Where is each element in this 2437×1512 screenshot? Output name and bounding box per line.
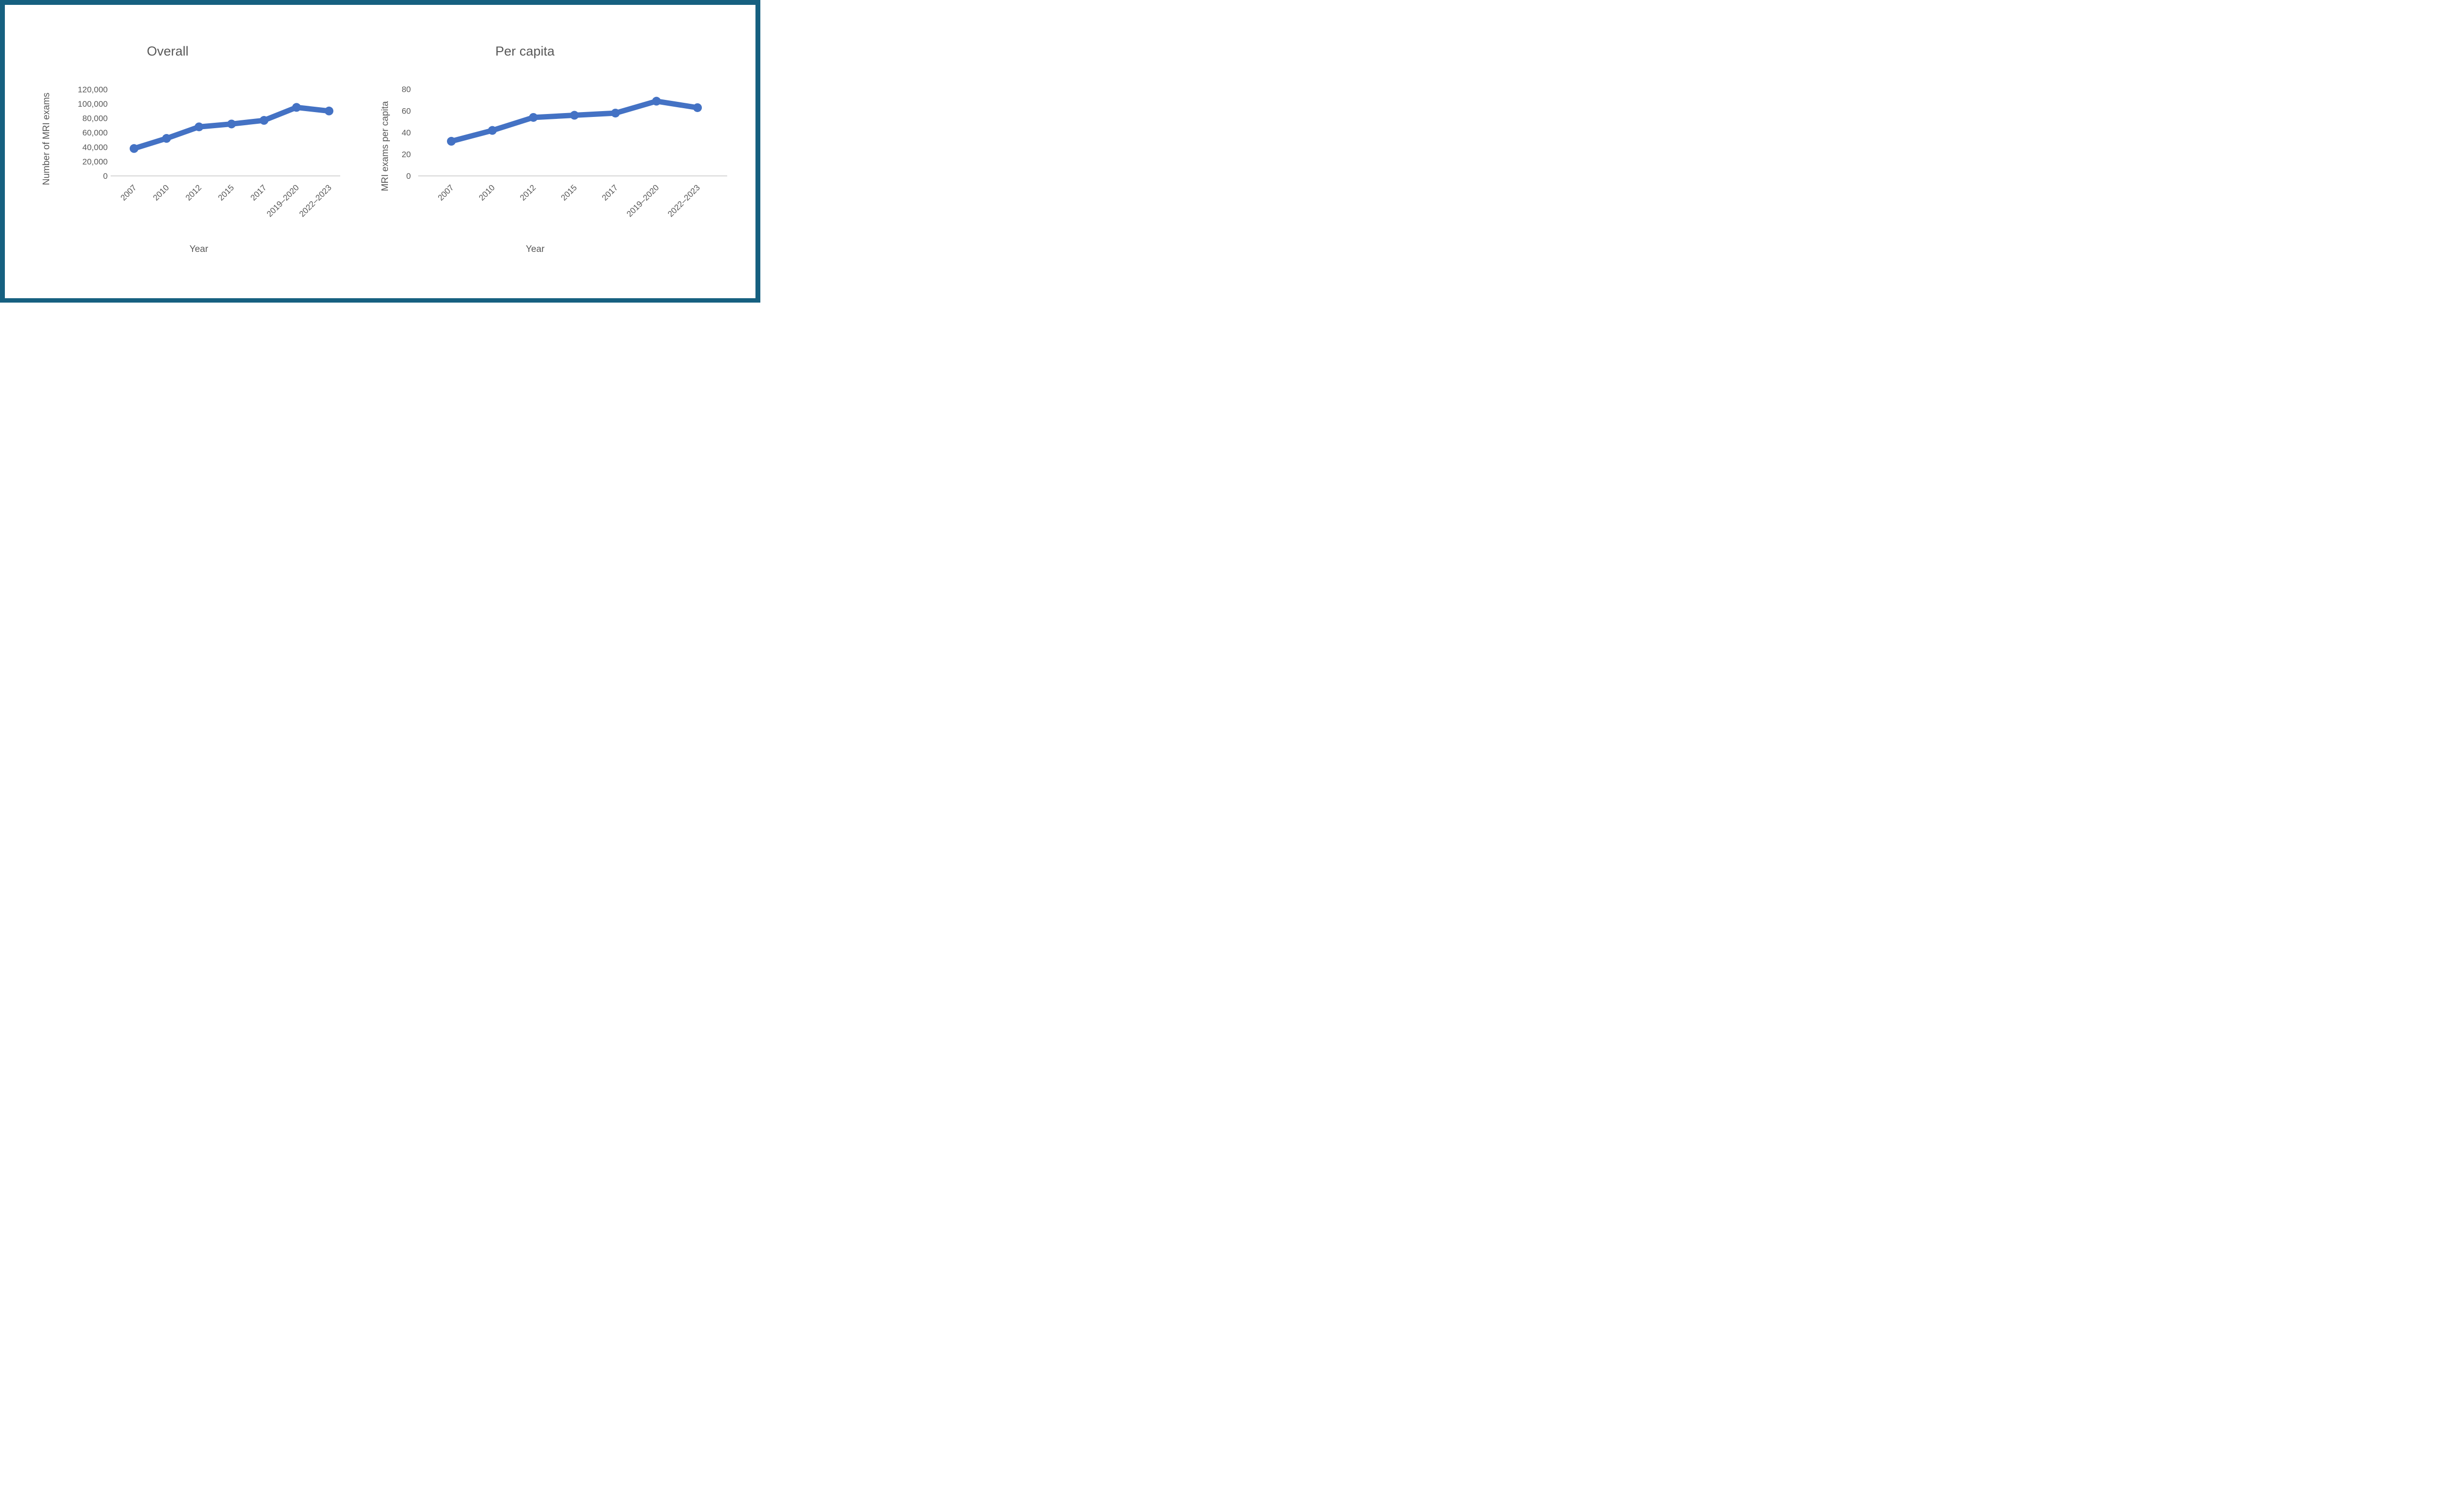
y-tick-label: 60 xyxy=(402,107,411,116)
data-point-marker xyxy=(130,144,138,153)
data-point-marker xyxy=(447,136,456,146)
per-capita-series xyxy=(447,96,702,146)
y-tick-label: 80 xyxy=(402,85,411,94)
y-tick-label: 80,000 xyxy=(82,114,108,123)
x-tick-label: 2007 xyxy=(436,183,456,202)
y-tick-label: 20,000 xyxy=(82,157,108,166)
x-tick-label: 2015 xyxy=(559,183,579,202)
screenshot-frame: Overall Number of MRI exams Year 0 20,000… xyxy=(0,0,760,303)
y-tick-label: 120,000 xyxy=(78,85,108,94)
data-point-marker xyxy=(570,111,579,120)
y-tick-label: 0 xyxy=(103,172,108,181)
overall-series xyxy=(130,103,334,153)
x-tick-label: 2010 xyxy=(477,183,497,202)
data-point-marker xyxy=(259,116,269,125)
overall-chart: Overall Number of MRI exams Year 0 20,000… xyxy=(41,44,340,254)
data-point-marker xyxy=(693,103,702,112)
y-tick-label: 40 xyxy=(402,128,411,137)
per-capita-x-axis-title: Year xyxy=(526,244,545,254)
data-point-marker xyxy=(227,119,236,129)
overall-x-axis-title: Year xyxy=(190,244,209,254)
per-capita-chart: Per capita MRI exams per capita Year 0 20… xyxy=(380,44,727,254)
x-tick-label: 2022–2023 xyxy=(666,183,702,219)
y-tick-label: 40,000 xyxy=(82,143,108,152)
x-tick-label: 2017 xyxy=(600,183,619,202)
charts-layer: Overall Number of MRI exams Year 0 20,000… xyxy=(0,0,760,303)
y-tick-label: 0 xyxy=(406,172,411,181)
data-point-marker xyxy=(529,113,538,122)
data-point-marker xyxy=(488,126,497,135)
data-point-marker xyxy=(611,109,620,118)
per-capita-y-axis-title: MRI exams per capita xyxy=(380,101,390,191)
data-point-marker xyxy=(325,106,334,115)
data-point-marker xyxy=(652,96,661,106)
x-tick-label: 2012 xyxy=(518,183,538,202)
per-capita-y-tick-labels: 0 20 40 60 80 xyxy=(402,85,411,181)
per-capita-chart-title: Per capita xyxy=(495,44,555,58)
data-point-marker xyxy=(194,122,204,132)
overall-y-tick-labels: 0 20,000 40,000 60,000 80,000 100,000 120,000 xyxy=(78,85,108,181)
y-tick-label: 20 xyxy=(402,150,411,159)
data-point-marker xyxy=(162,134,171,143)
y-tick-label: 100,000 xyxy=(78,99,108,109)
x-tick-label: 2019–2020 xyxy=(625,183,661,219)
document-canvas: Overall Number of MRI exams Year 0 20,000… xyxy=(5,5,755,298)
y-tick-label: 60,000 xyxy=(82,128,108,137)
data-point-marker xyxy=(292,103,301,112)
overall-chart-title: Overall xyxy=(147,44,189,58)
overall-y-axis-title: Number of MRI exams xyxy=(41,93,52,185)
series-line xyxy=(448,98,700,144)
per-capita-x-tick-labels: 2007 2010 2012 2015 2017 2019–2020 2022–2023 xyxy=(436,183,702,219)
